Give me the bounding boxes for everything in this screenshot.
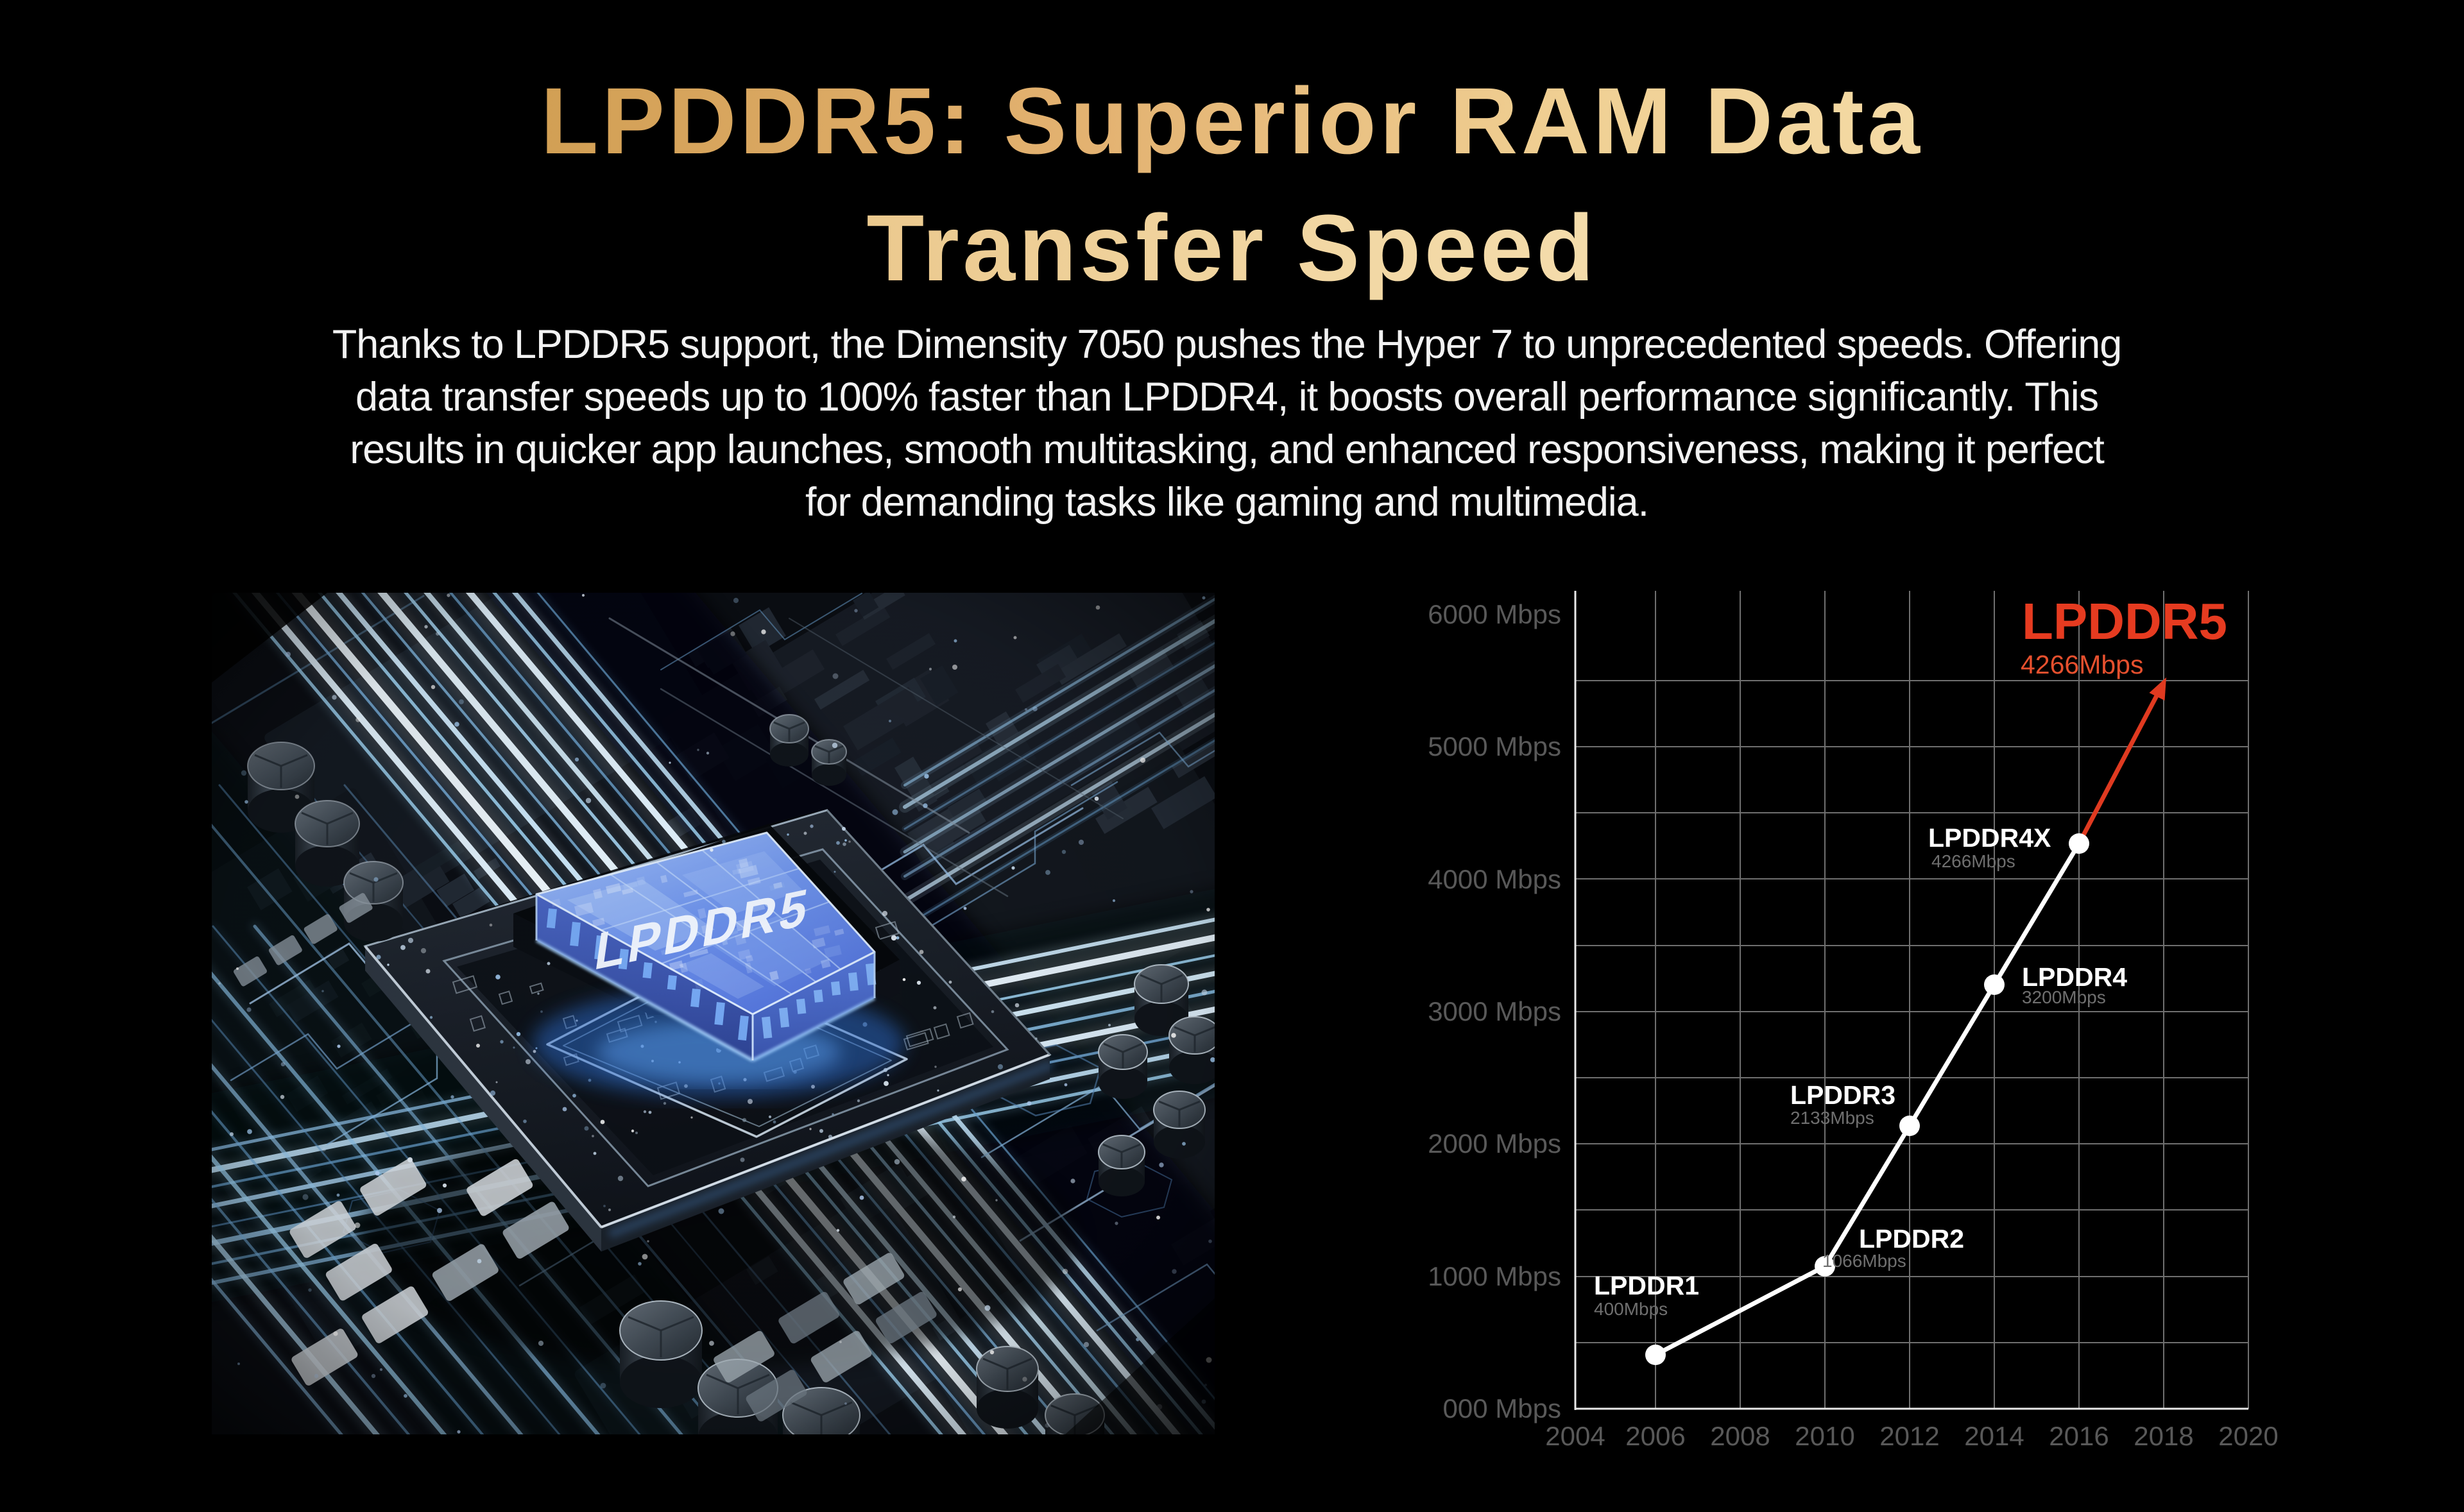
svg-text:2010: 2010 xyxy=(1795,1421,1854,1451)
svg-text:LPDDR3: LPDDR3 xyxy=(1790,1080,1895,1110)
svg-text:1000 Mbps: 1000 Mbps xyxy=(1428,1261,1561,1291)
svg-text:6000 Mbps: 6000 Mbps xyxy=(1428,599,1561,629)
svg-text:LPDDR4X: LPDDR4X xyxy=(1928,823,2051,853)
svg-text:2016: 2016 xyxy=(2049,1421,2109,1451)
svg-text:LPDDR1: LPDDR1 xyxy=(1594,1271,1699,1300)
svg-text:LPDDR5: LPDDR5 xyxy=(2022,593,2227,650)
svg-text:3000 Mbps: 3000 Mbps xyxy=(1428,996,1561,1026)
svg-text:LPDDR4: LPDDR4 xyxy=(2022,962,2127,992)
svg-text:400Mbps: 400Mbps xyxy=(1594,1299,1668,1319)
svg-text:2020: 2020 xyxy=(2218,1421,2278,1451)
svg-text:2014: 2014 xyxy=(1964,1421,2024,1451)
svg-text:2012: 2012 xyxy=(1879,1421,1939,1451)
svg-text:3200Mbps: 3200Mbps xyxy=(2022,987,2106,1007)
svg-text:4266Mbps: 4266Mbps xyxy=(1931,851,2015,871)
svg-text:2004: 2004 xyxy=(1545,1421,1605,1451)
svg-text:000 Mbps: 000 Mbps xyxy=(1443,1393,1561,1423)
svg-text:4000 Mbps: 4000 Mbps xyxy=(1428,864,1561,894)
svg-text:2133Mbps: 2133Mbps xyxy=(1790,1108,1874,1128)
svg-text:5000 Mbps: 5000 Mbps xyxy=(1428,731,1561,761)
svg-text:2008: 2008 xyxy=(1710,1421,1770,1451)
svg-text:4266Mbps: 4266Mbps xyxy=(2021,650,2143,679)
svg-text:2006: 2006 xyxy=(1625,1421,1685,1451)
svg-text:LPDDR2: LPDDR2 xyxy=(1859,1224,1964,1253)
svg-text:2000 Mbps: 2000 Mbps xyxy=(1428,1128,1561,1159)
svg-text:2018: 2018 xyxy=(2134,1421,2193,1451)
svg-text:1066Mbps: 1066Mbps xyxy=(1822,1251,1906,1271)
